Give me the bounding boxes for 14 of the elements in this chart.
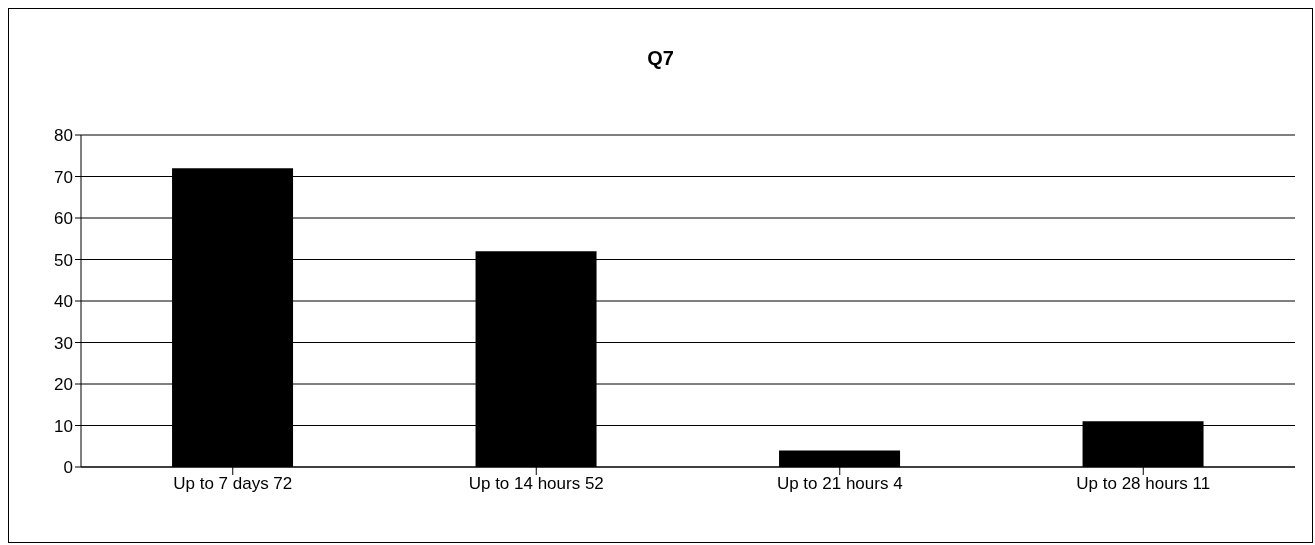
- chart-title: Q7: [646, 47, 675, 71]
- x-tick-label: Up to 21 hours 4: [776, 474, 903, 494]
- y-tick-label: 60: [54, 209, 73, 229]
- y-tick-label: 40: [54, 292, 73, 312]
- x-tick-label: Up to 7 days 72: [173, 474, 293, 494]
- y-tick-label: 10: [54, 416, 73, 436]
- y-tick-label: 80: [54, 126, 73, 146]
- y-tick-label: 0: [63, 458, 73, 478]
- x-tick-label: Up to 14 hours 52: [468, 474, 604, 494]
- x-tick-label: Up to 28 hours 11: [1076, 474, 1211, 494]
- y-tick-label: 30: [54, 333, 73, 353]
- y-tick-label: 20: [54, 375, 73, 395]
- y-tick-label: 70: [54, 167, 73, 187]
- y-tick-label: 50: [54, 250, 73, 270]
